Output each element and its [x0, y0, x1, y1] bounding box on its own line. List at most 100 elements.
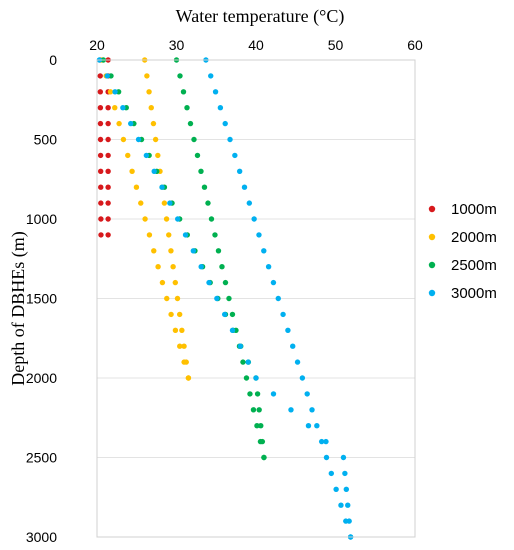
point-2000m-inlet [142, 216, 148, 222]
x-axis-title: Water temperature (°C) [176, 6, 345, 27]
point-2500m-outlet [240, 359, 246, 365]
legend-label-3000m: 3000m [451, 285, 497, 302]
point-2000m-outlet [155, 152, 161, 159]
point-1000m-inlet [97, 105, 104, 111]
point-3000m-outlet [261, 248, 267, 254]
point-3000m-inlet [167, 200, 173, 206]
y-tick-2000: 2000 [26, 370, 57, 386]
point-2000m-outlet [181, 343, 187, 349]
x-tick-labels: 20 30 40 50 60 [89, 37, 423, 53]
point-1000m-inlet [97, 73, 103, 79]
point-2000m-inlet [129, 168, 135, 174]
point-2000m-outlet [146, 89, 152, 95]
point-2500m-outlet [254, 423, 260, 429]
point-2500m-outlet [229, 311, 236, 318]
point-1000m-outlet [105, 152, 111, 159]
point-2000m-outlet [163, 216, 170, 222]
point-3000m-inlet [345, 502, 351, 508]
point-1000m-outlet [105, 184, 111, 190]
point-3000m-outlet [217, 105, 224, 111]
point-3000m-inlet [151, 168, 157, 174]
point-3000m-outlet [285, 327, 291, 333]
point-3000m-inlet [143, 152, 150, 159]
point-1000m-inlet [97, 89, 104, 95]
point-2000m-inlet [172, 327, 179, 333]
grid-layer [97, 139, 415, 458]
point-2000m-inlet [164, 295, 170, 302]
point-3000m-inlet [343, 486, 350, 492]
point-2000m-outlet [144, 73, 150, 79]
point-2000m-inlet [151, 248, 157, 254]
point-3000m-inlet [190, 248, 197, 254]
point-3000m-outlet [338, 502, 344, 508]
legend-label-2000m: 2000m [451, 229, 497, 246]
point-3000m-outlet [232, 152, 238, 159]
point-3000m-outlet [304, 391, 310, 397]
point-3000m-outlet [222, 120, 228, 127]
point-2000m-inlet [138, 200, 144, 206]
point-2500m-outlet [226, 295, 232, 302]
x-tick-20: 20 [89, 37, 105, 53]
y-tick-3000: 3000 [26, 529, 57, 545]
point-2000m-outlet [179, 327, 185, 333]
point-3000m-inlet [128, 120, 134, 127]
point-3000m-outlet [208, 73, 214, 79]
point-2000m-inlet [133, 184, 140, 190]
legend-marker-1000m [428, 205, 436, 213]
point-1000m-outlet [105, 105, 111, 111]
y-axis-title: Depth of DBHEs (m) [8, 231, 29, 385]
point-3000m-outlet [236, 168, 243, 174]
x-tick-30: 30 [169, 37, 185, 53]
point-3000m-inlet [340, 454, 347, 461]
y-tick-500: 500 [34, 132, 58, 148]
point-2000m-outlet [152, 136, 159, 143]
point-3000m-outlet [251, 216, 257, 222]
point-1000m-outlet [105, 120, 111, 127]
x-tick-50: 50 [328, 37, 344, 53]
point-3000m-inlet [104, 73, 110, 79]
point-2000m-inlet [146, 232, 153, 238]
legend-label-2500m: 2500m [451, 257, 497, 274]
point-2000m-outlet [170, 264, 176, 270]
point-2000m-outlet [148, 105, 154, 111]
point-3000m-outlet [343, 518, 349, 524]
point-1000m-inlet [98, 184, 104, 190]
point-2000m-inlet [159, 279, 166, 286]
point-1000m-outlet [105, 232, 111, 238]
point-3000m-outlet [314, 423, 320, 429]
plot-frame [96, 59, 416, 538]
point-2500m-outlet [187, 120, 194, 127]
point-3000m-inlet [229, 327, 236, 333]
point-2500m-outlet [215, 248, 222, 254]
point-2500m-outlet [247, 391, 253, 397]
point-3000m-inlet [214, 295, 220, 302]
point-3000m-outlet [227, 136, 233, 143]
point-2500m-inlet [258, 423, 264, 429]
point-1000m-inlet [97, 120, 104, 127]
point-3000m-outlet [318, 438, 325, 445]
x-tick-40: 40 [248, 37, 264, 53]
point-2000m-inlet [112, 105, 118, 111]
point-1000m-inlet [98, 216, 104, 222]
point-3000m-inlet [221, 311, 228, 318]
point-3000m-inlet [206, 279, 212, 286]
point-3000m-inlet [288, 407, 294, 413]
point-2500m-outlet [208, 216, 215, 222]
point-3000m-outlet [290, 343, 296, 349]
legend-label-1000m: 1000m [451, 201, 497, 218]
point-2000m-outlet [183, 359, 189, 365]
point-2500m-outlet [219, 264, 225, 270]
point-2500m-outlet [194, 152, 201, 159]
point-3000m-inlet [323, 438, 329, 445]
point-3000m-outlet [256, 232, 262, 238]
point-3000m-outlet [265, 264, 272, 270]
point-3000m-outlet [333, 486, 339, 492]
point-2000m-outlet [176, 311, 183, 318]
point-2500m-outlet [243, 375, 250, 381]
point-2500m-outlet [222, 279, 229, 286]
point-2500m-inlet [108, 73, 114, 79]
point-1000m-inlet [97, 168, 104, 174]
legend-marker-2000m [428, 233, 436, 241]
